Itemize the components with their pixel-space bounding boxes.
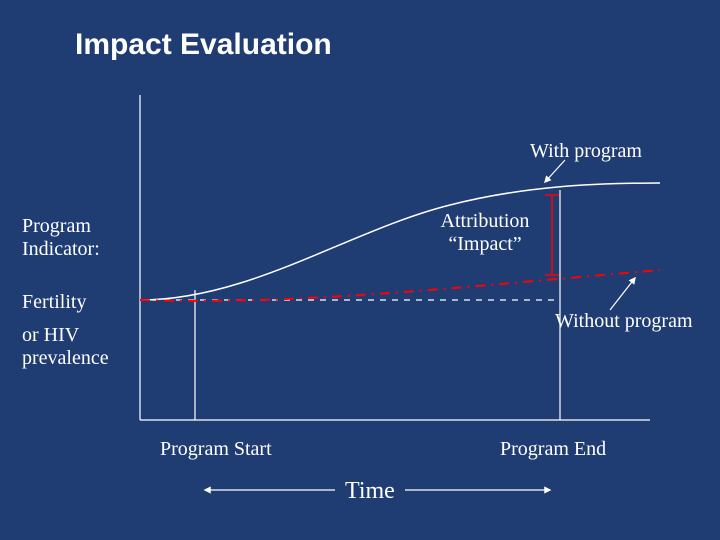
program-end-label: Program End xyxy=(500,438,606,461)
y-axis-l1: Program xyxy=(22,215,142,238)
attribution-line1: Attribution xyxy=(420,210,550,233)
program-start-label: Program Start xyxy=(160,438,272,461)
y-axis-label: Program Indicator: Fertility or HIV prev… xyxy=(22,215,142,370)
without-program-arrow xyxy=(610,278,635,310)
attribution-line2: “Impact” xyxy=(420,233,550,256)
y-axis-l4: or HIV xyxy=(22,324,142,347)
y-axis-l3: Fertility xyxy=(22,291,142,314)
y-axis-l2: Indicator: xyxy=(22,238,142,261)
with-program-curve xyxy=(140,183,660,300)
y-axis-l5: prevalence xyxy=(22,347,142,370)
attribution-label: Attribution “Impact” xyxy=(420,210,550,256)
with-program-arrow xyxy=(545,160,565,182)
slide: Impact Evaluation Wi xyxy=(0,0,720,540)
time-label: Time xyxy=(345,478,395,506)
with-program-label: With program xyxy=(530,140,642,163)
without-program-curve xyxy=(140,270,660,301)
without-program-label: Without program xyxy=(555,310,693,333)
